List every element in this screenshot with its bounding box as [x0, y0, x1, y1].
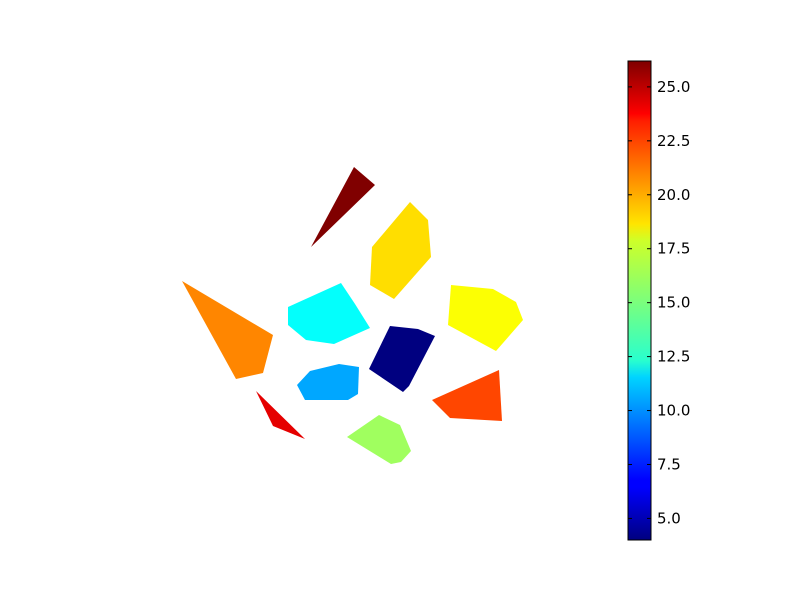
- colorbar-bar: [627, 60, 652, 541]
- polygon-yellow-hexagon-top: [370, 202, 431, 299]
- colorbar-tick-label: 15.0: [657, 294, 690, 312]
- colorbar-tick-label: 20.0: [657, 186, 690, 204]
- colorbar-tick-label: 10.0: [657, 402, 690, 420]
- polygon-lime-polygon-right: [448, 285, 523, 351]
- polygon-amber-triangle-left: [182, 281, 273, 379]
- colorbar-ticks: 5.0 7.5 10.0 12.5 15.0 17.5 20.0 22.5 25.0: [628, 78, 690, 527]
- polygon-green-polygon-bottom: [347, 415, 411, 464]
- colorbar-tick-label: 7.5: [657, 455, 681, 473]
- colorbar-tick-label: 25.0: [657, 78, 690, 96]
- polygon-sky-blue-polygon: [297, 364, 359, 400]
- colorbar: 5.0 7.5 10.0 12.5 15.0 17.5 20.0 22.5 25.0: [627, 60, 690, 541]
- colorbar-tick-label: 22.5: [657, 132, 690, 150]
- colorbar-tick-label: 12.5: [657, 348, 690, 366]
- polygon-navy-quad-center: [369, 326, 435, 392]
- polygon-red-triangle-small: [256, 391, 305, 439]
- polygon-layer: [182, 167, 523, 464]
- colorbar-tick-label: 17.5: [657, 240, 690, 258]
- colorbar-tick-label: 5.0: [657, 509, 681, 527]
- polygon-orange-quad: [432, 370, 502, 421]
- polygon-cyan-polygon-center: [288, 283, 370, 344]
- polygon-dark-red-triangle: [311, 167, 375, 247]
